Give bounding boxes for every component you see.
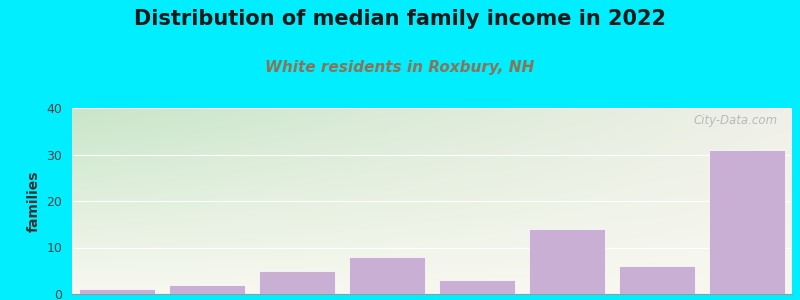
Bar: [618, 266, 695, 294]
Bar: [78, 289, 155, 294]
Bar: [709, 150, 786, 294]
Y-axis label: families: families: [27, 170, 41, 232]
Text: Distribution of median family income in 2022: Distribution of median family income in …: [134, 9, 666, 29]
Bar: [258, 271, 335, 294]
Bar: [169, 285, 246, 294]
Bar: [349, 257, 426, 294]
Text: White residents in Roxbury, NH: White residents in Roxbury, NH: [266, 60, 534, 75]
Text: City-Data.com: City-Data.com: [694, 114, 778, 127]
Bar: [438, 280, 515, 294]
Bar: [529, 229, 606, 294]
